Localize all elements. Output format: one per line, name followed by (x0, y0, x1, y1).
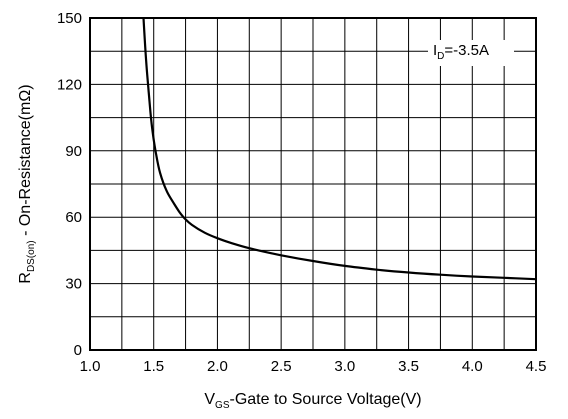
x-axis-title-main: V (204, 391, 215, 408)
x-axis-title-rest: -Gate to Source Voltage(V) (230, 391, 422, 408)
y-tick-label: 0 (74, 342, 82, 359)
y-axis-title-rest: - On-Resistance(mΩ) (17, 84, 34, 240)
annotation-sub: D (437, 51, 444, 62)
y-axis-title: RDS(on) - On-Resistance(mΩ) (17, 84, 37, 283)
grid (90, 18, 536, 350)
y-tick-label: 120 (57, 76, 82, 93)
annotation-label: ID=-3.5A (433, 42, 489, 62)
y-tick-label: 90 (65, 143, 82, 160)
y-axis-title-sub: DS(on) (26, 240, 37, 272)
plot-frame (89, 17, 537, 351)
series-line (142, 17, 537, 281)
y-tick-label: 30 (65, 276, 82, 293)
x-tick-label: 2.5 (271, 358, 292, 375)
y-tick-label: 60 (65, 209, 82, 226)
x-tick-label: 4.0 (462, 358, 483, 375)
x-tick-label: 3.5 (398, 358, 419, 375)
x-tick-label: 3.0 (334, 358, 355, 375)
y-axis-title-main: R (17, 272, 34, 284)
annotation-main: I (433, 42, 437, 59)
x-tick-label: 4.5 (526, 358, 547, 375)
annotation-background (428, 40, 514, 66)
annotation: ID=-3.5A (428, 40, 514, 66)
series-group (142, 17, 537, 281)
annotation-rest: =-3.5A (444, 42, 489, 59)
y-tick-label: 150 (57, 10, 82, 27)
x-axis-title-sub: GS (215, 400, 230, 411)
y-axis-ticks: 0 30 60 90 120 150 (57, 10, 82, 359)
x-axis-ticks: 1.0 1.5 2.0 2.5 3.0 3.5 4.0 4.5 (80, 358, 547, 375)
x-tick-label: 2.0 (207, 358, 228, 375)
x-tick-label: 1.5 (143, 358, 164, 375)
x-axis-title: VGS-Gate to Source Voltage(V) (204, 391, 421, 411)
x-tick-label: 1.0 (80, 358, 101, 375)
